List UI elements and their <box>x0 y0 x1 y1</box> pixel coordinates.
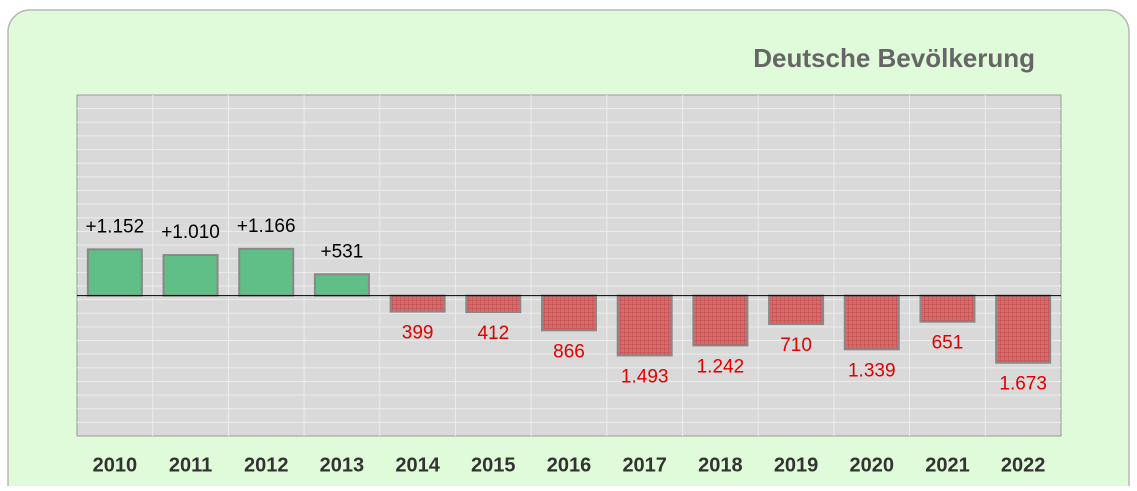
bar-hatch <box>997 295 1050 362</box>
x-tick-label: 2015 <box>471 454 516 476</box>
x-tick-label: 2010 <box>93 454 138 476</box>
bar-hatch <box>770 295 823 324</box>
value-label: 1.339 <box>848 360 896 381</box>
value-label: 651 <box>932 333 964 354</box>
x-tick-label: 2018 <box>698 454 743 476</box>
value-label: 1.242 <box>697 356 745 377</box>
bar-hatch <box>845 295 898 349</box>
bar <box>86 248 143 297</box>
value-label: 1.493 <box>621 366 669 387</box>
value-label: +1.166 <box>237 216 296 237</box>
x-tick-label: 2016 <box>547 454 592 476</box>
bar-hatch <box>694 295 747 345</box>
x-tick-label: 2019 <box>774 454 819 476</box>
x-tick-label: 2012 <box>244 454 289 476</box>
x-tick-label: 2020 <box>850 454 895 476</box>
bar <box>162 254 219 297</box>
value-label: +1.152 <box>86 216 145 237</box>
x-tick-label: 2021 <box>925 454 970 476</box>
bar-hatch <box>618 295 671 355</box>
x-tick-label: 2011 <box>169 454 212 476</box>
value-label: 1.673 <box>999 374 1047 395</box>
value-label: 710 <box>780 335 812 356</box>
bar <box>238 247 295 297</box>
bar <box>313 273 370 297</box>
value-label: 412 <box>477 323 509 344</box>
chart-title: Deutsche Bevölkerung <box>753 43 1035 73</box>
bar-hatch <box>467 295 520 312</box>
value-label: 866 <box>553 341 585 362</box>
bar-hatch <box>391 295 444 311</box>
x-tick-label: 2017 <box>622 454 667 476</box>
plot-area <box>76 94 1062 437</box>
x-tick-label: 2013 <box>320 454 365 476</box>
x-tick-label: 2022 <box>1001 454 1046 476</box>
value-label: +531 <box>321 241 364 262</box>
bar-hatch <box>921 295 974 321</box>
value-label: 399 <box>402 323 434 344</box>
value-label: +1.010 <box>161 222 220 243</box>
bar-hatch <box>543 295 595 330</box>
x-tick-label: 2014 <box>395 454 440 476</box>
